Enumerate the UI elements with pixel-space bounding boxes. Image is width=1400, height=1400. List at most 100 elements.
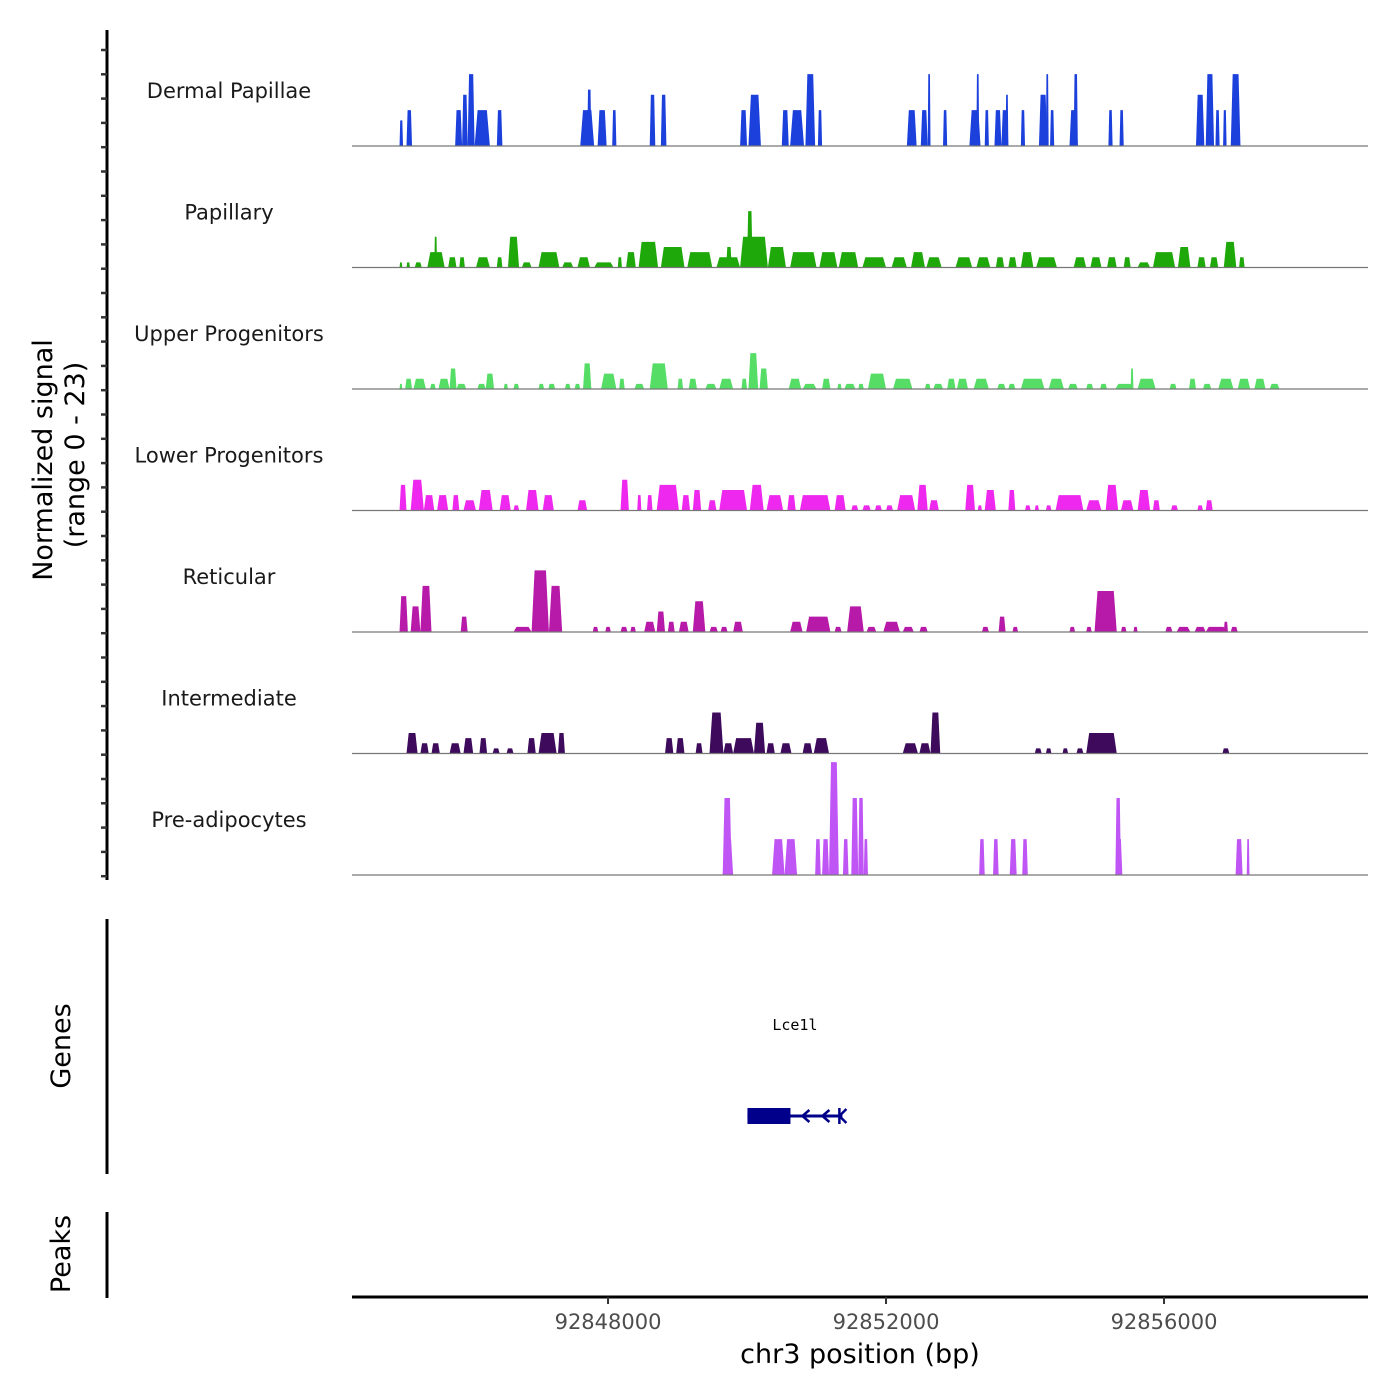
signal-peak	[781, 110, 789, 146]
track-upper-progenitors: Upper Progenitors	[134, 322, 1368, 390]
signal-peak	[911, 252, 925, 268]
genes-axis-title: Genes	[46, 1003, 77, 1088]
signal-peak	[456, 383, 467, 389]
signal-peak	[709, 626, 718, 632]
signal-peak	[976, 74, 980, 146]
signal-peak	[1120, 626, 1127, 632]
signal-peak	[993, 839, 999, 875]
signal-peak	[926, 257, 942, 268]
signal-peak	[998, 616, 1006, 632]
signal-peak	[626, 252, 636, 268]
track-lower-progenitors: Lower Progenitors	[135, 444, 1368, 512]
signal-peak	[406, 110, 413, 146]
signal-peak	[805, 74, 816, 146]
track-label: Lower Progenitors	[135, 444, 324, 468]
signal-peak	[462, 94, 468, 146]
signal-peak	[834, 626, 842, 632]
signal-peak	[863, 839, 868, 875]
signal-peak	[788, 378, 802, 389]
signal-peak	[815, 839, 821, 875]
signal-peak	[867, 373, 887, 389]
signal-peak	[405, 378, 413, 389]
signal-peak	[1218, 378, 1234, 389]
y-axis-title-line1: Normalized signal	[28, 339, 59, 581]
signal-peak	[1090, 257, 1102, 268]
signal-peak	[1100, 383, 1108, 389]
signal-peak	[930, 712, 941, 754]
signal-peak	[866, 626, 877, 632]
signal-peak	[973, 378, 989, 389]
signal-peak	[649, 94, 656, 146]
signal-peak	[538, 252, 560, 268]
signal-peak	[1137, 262, 1151, 268]
signal-peak	[741, 378, 748, 389]
signal-peak	[430, 383, 436, 389]
signal-peak	[759, 368, 768, 389]
x-tick-label: 92856000	[1111, 1310, 1218, 1334]
signal-peak	[834, 495, 846, 511]
signal-peak	[660, 246, 685, 268]
signal-peak	[1045, 748, 1052, 754]
signal-peak	[1197, 257, 1206, 268]
signal-peak	[748, 353, 759, 389]
signal-peak	[507, 236, 520, 268]
signal-peak	[583, 363, 592, 389]
signal-peak	[634, 383, 645, 389]
signal-peak	[630, 626, 636, 632]
signal-peak	[1105, 484, 1119, 511]
signal-peak	[414, 262, 422, 268]
signal-peak	[638, 241, 659, 268]
signal-peak	[1020, 110, 1026, 146]
signal-peak	[1022, 839, 1028, 875]
signal-peak	[705, 383, 717, 389]
signal-peak	[1205, 626, 1227, 632]
signal-peak	[459, 257, 465, 268]
gene-exon	[747, 1108, 791, 1124]
signal-peak	[478, 489, 493, 511]
signal-peak	[917, 484, 928, 511]
signal-peak	[919, 626, 928, 632]
signal-peak	[1055, 495, 1084, 511]
signal-peak	[733, 738, 754, 754]
signal-peak	[526, 489, 539, 511]
signal-peak	[1152, 252, 1176, 268]
signal-peak	[1137, 489, 1151, 511]
signal-peak	[580, 110, 595, 146]
x-tick-label: 92852000	[833, 1310, 940, 1334]
signal-peak	[1254, 378, 1266, 389]
signal-peak	[538, 732, 557, 754]
signal-peak	[977, 505, 982, 511]
track-label: Upper Progenitors	[134, 322, 324, 346]
signal-peak	[1069, 626, 1076, 632]
signal-peak	[1189, 378, 1196, 389]
signal-peak	[1073, 257, 1087, 268]
signal-peak	[492, 748, 500, 754]
signal-peak	[562, 262, 574, 268]
signal-peak	[767, 246, 786, 268]
signal-peak	[399, 596, 408, 632]
signal-peak	[858, 798, 864, 875]
signal-peak	[455, 110, 463, 146]
signal-peak	[399, 120, 404, 146]
signal-peak	[994, 110, 1002, 146]
signal-peak	[1177, 246, 1191, 268]
signal-peak	[891, 257, 907, 268]
strand-arrow-icon	[800, 1109, 811, 1123]
signal-peak	[1068, 383, 1078, 389]
signal-peak	[1165, 626, 1173, 632]
signal-peak	[997, 383, 1006, 389]
signal-peak	[513, 626, 532, 632]
signal-peak	[1115, 383, 1134, 389]
signal-peak	[656, 611, 666, 632]
signal-peak	[1034, 505, 1039, 511]
signal-peak	[420, 585, 432, 632]
signal-peak	[723, 743, 734, 754]
signal-peak	[467, 74, 475, 146]
signal-peak	[920, 110, 928, 146]
signal-peak	[766, 495, 784, 511]
signal-peak	[399, 383, 403, 389]
track-label: Pre-adipocytes	[151, 808, 306, 832]
signal-peak	[1202, 383, 1212, 389]
signal-peak	[947, 378, 956, 389]
signal-peak	[637, 495, 642, 511]
